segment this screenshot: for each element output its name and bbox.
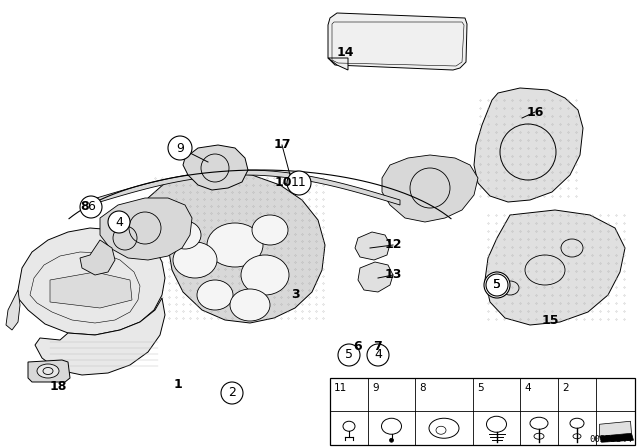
Polygon shape (358, 262, 393, 292)
Polygon shape (600, 433, 634, 442)
Circle shape (108, 211, 130, 233)
Polygon shape (80, 240, 115, 275)
Text: 4: 4 (524, 383, 531, 393)
Text: 1: 1 (173, 379, 182, 392)
Circle shape (390, 438, 394, 442)
Polygon shape (474, 88, 583, 202)
Circle shape (80, 196, 102, 218)
Circle shape (168, 136, 192, 160)
Text: 4: 4 (374, 349, 382, 362)
Text: 6: 6 (87, 201, 95, 214)
Ellipse shape (207, 223, 263, 267)
Polygon shape (90, 170, 400, 205)
Ellipse shape (169, 221, 201, 249)
Polygon shape (35, 298, 165, 375)
Text: 3: 3 (291, 289, 300, 302)
Text: 8: 8 (81, 201, 90, 214)
Text: 13: 13 (384, 268, 402, 281)
Polygon shape (600, 421, 632, 436)
Ellipse shape (241, 255, 289, 295)
Polygon shape (28, 360, 70, 382)
Text: 9: 9 (372, 383, 379, 393)
Polygon shape (148, 172, 325, 323)
Text: 4: 4 (115, 215, 123, 228)
Text: 00275844: 00275844 (589, 435, 632, 444)
Circle shape (486, 274, 508, 296)
Polygon shape (100, 198, 192, 260)
Bar (330, 378, 635, 445)
Circle shape (484, 272, 510, 298)
Text: 9: 9 (176, 142, 184, 155)
Text: 18: 18 (49, 380, 67, 393)
Circle shape (221, 382, 243, 404)
Ellipse shape (173, 242, 217, 278)
Text: 15: 15 (541, 314, 559, 327)
Polygon shape (485, 210, 625, 325)
Polygon shape (183, 145, 248, 190)
Text: 6: 6 (354, 340, 362, 353)
Polygon shape (18, 228, 165, 335)
Polygon shape (6, 290, 20, 330)
Ellipse shape (230, 289, 270, 321)
Polygon shape (382, 155, 478, 222)
Text: 11: 11 (334, 383, 348, 393)
Circle shape (338, 344, 360, 366)
Circle shape (367, 344, 389, 366)
Text: 5: 5 (493, 279, 501, 292)
Text: 5: 5 (345, 349, 353, 362)
Text: 10: 10 (275, 177, 292, 190)
Text: 2: 2 (228, 387, 236, 400)
Polygon shape (355, 232, 390, 260)
Text: 2: 2 (562, 383, 568, 393)
Ellipse shape (37, 364, 59, 378)
Polygon shape (328, 13, 467, 70)
Text: 5: 5 (493, 279, 501, 292)
Polygon shape (328, 58, 348, 70)
Text: 11: 11 (291, 177, 307, 190)
Text: 8: 8 (419, 383, 426, 393)
Ellipse shape (252, 215, 288, 245)
Text: 7: 7 (374, 340, 382, 353)
Text: 14: 14 (336, 46, 354, 59)
Polygon shape (50, 272, 132, 308)
Text: 5: 5 (477, 383, 484, 393)
Text: 16: 16 (526, 105, 544, 119)
Text: 17: 17 (273, 138, 291, 151)
Ellipse shape (197, 280, 233, 310)
Circle shape (287, 171, 311, 195)
Text: 12: 12 (384, 238, 402, 251)
